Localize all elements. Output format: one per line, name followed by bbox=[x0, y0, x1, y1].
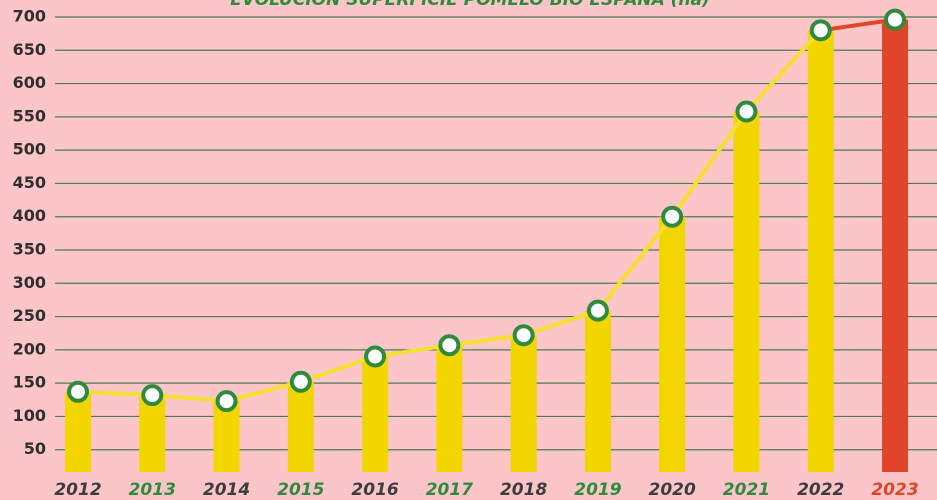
bar bbox=[213, 401, 240, 472]
marker bbox=[661, 205, 684, 228]
bar bbox=[287, 381, 314, 472]
bar bbox=[882, 19, 908, 473]
x-tick-label: 2019 bbox=[574, 480, 621, 500]
bar bbox=[65, 391, 91, 472]
bar bbox=[139, 395, 166, 472]
y-tick-label: 700 bbox=[13, 7, 46, 26]
x-tick-label: 2021 bbox=[723, 480, 770, 500]
line bbox=[77, 17, 896, 404]
marker bbox=[884, 8, 906, 31]
x-tick-label: 2017 bbox=[426, 480, 473, 500]
x-tick-label: 2012 bbox=[54, 480, 101, 500]
y-tick-label: 450 bbox=[13, 173, 46, 192]
marker bbox=[289, 370, 312, 393]
y-tick-label: 100 bbox=[13, 406, 46, 425]
marker bbox=[438, 334, 461, 357]
y-tick-label: 300 bbox=[13, 273, 46, 292]
bar bbox=[659, 216, 686, 472]
y-tick-label: 650 bbox=[13, 40, 46, 59]
bar bbox=[362, 356, 389, 472]
x-tick-label: 2014 bbox=[203, 480, 250, 500]
bar bbox=[733, 111, 760, 472]
y-tick-label: 400 bbox=[13, 206, 46, 225]
marker bbox=[512, 324, 535, 347]
y-tick-label: 350 bbox=[13, 240, 46, 259]
y-tick-label: 600 bbox=[13, 73, 46, 92]
marker bbox=[141, 384, 164, 407]
bar bbox=[584, 310, 611, 472]
y-tick-label: 200 bbox=[13, 339, 46, 358]
chart-title: EVOLUCIÓN SUPERFICIE POMELO BIO ESPAÑA (… bbox=[230, 0, 710, 10]
marker bbox=[809, 19, 832, 42]
marker bbox=[735, 100, 758, 123]
x-tick-label: 2018 bbox=[500, 480, 547, 500]
bar bbox=[510, 335, 537, 472]
y-tick-label: 500 bbox=[13, 140, 46, 159]
y-tick-label: 50 bbox=[24, 439, 46, 458]
marker bbox=[67, 380, 89, 403]
x-tick-label: 2023 bbox=[871, 480, 918, 500]
y-tick-label: 550 bbox=[13, 106, 46, 125]
y-tick-label: 250 bbox=[13, 306, 46, 325]
x-tick-label: 2016 bbox=[351, 480, 398, 500]
bar bbox=[807, 30, 834, 473]
marker bbox=[364, 345, 387, 368]
bar bbox=[436, 345, 463, 472]
x-tick-label: 2022 bbox=[797, 480, 844, 500]
marker bbox=[586, 299, 609, 322]
x-tick-label: 2015 bbox=[277, 480, 324, 500]
marker bbox=[215, 390, 238, 413]
y-tick-label: 150 bbox=[13, 373, 46, 392]
line-segment-highlight bbox=[820, 17, 896, 33]
x-tick-label: 2013 bbox=[129, 480, 176, 500]
x-tick-label: 2020 bbox=[649, 480, 696, 500]
